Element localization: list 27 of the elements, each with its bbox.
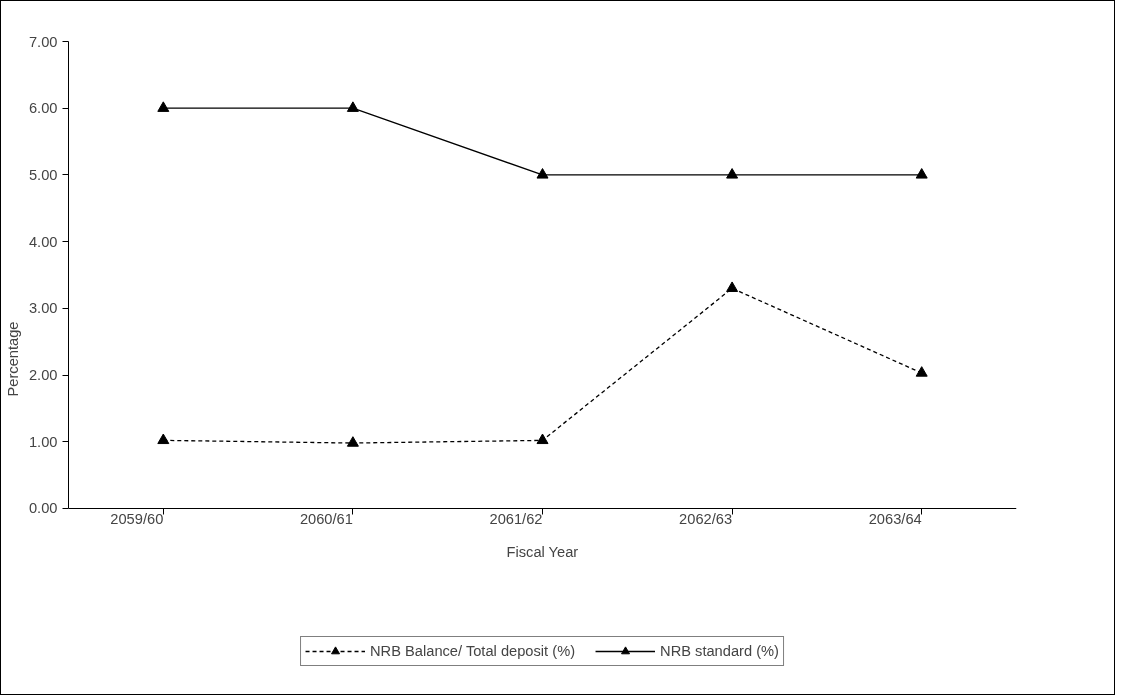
x-tick-label: 2059/60 bbox=[110, 511, 164, 528]
x-tick-label: 2061/62 bbox=[489, 511, 543, 528]
y-tick-label: 3.00 bbox=[28, 300, 58, 317]
point bbox=[346, 436, 359, 447]
x-tick-label: 2063/64 bbox=[868, 511, 922, 528]
point bbox=[157, 433, 170, 445]
point bbox=[536, 168, 549, 179]
y-tick-label: 7.00 bbox=[28, 33, 58, 50]
point bbox=[157, 101, 170, 112]
y-tick-label: 0.00 bbox=[28, 500, 58, 517]
point bbox=[726, 281, 739, 292]
legend-label: NRB Balance/ Total deposit (%) bbox=[370, 643, 576, 659]
x-tick-label: 2062/63 bbox=[679, 511, 733, 528]
y-tick-label: 5.00 bbox=[28, 166, 58, 183]
y-axis-title: Percentage bbox=[4, 321, 21, 397]
x-tick-label: 2060/61 bbox=[299, 511, 353, 528]
y-tick-label: 1.00 bbox=[28, 433, 58, 450]
point bbox=[536, 433, 549, 445]
point bbox=[726, 168, 739, 179]
y-tick-label: 2.00 bbox=[28, 367, 58, 384]
y-tick-label: 6.00 bbox=[28, 100, 58, 117]
x-axis-title: Fiscal Year bbox=[506, 543, 579, 560]
point bbox=[915, 168, 928, 179]
point bbox=[346, 101, 359, 112]
y-tick-label: 4.00 bbox=[28, 233, 58, 250]
point bbox=[915, 366, 928, 377]
legend-label: NRB standard (%) bbox=[660, 643, 779, 659]
